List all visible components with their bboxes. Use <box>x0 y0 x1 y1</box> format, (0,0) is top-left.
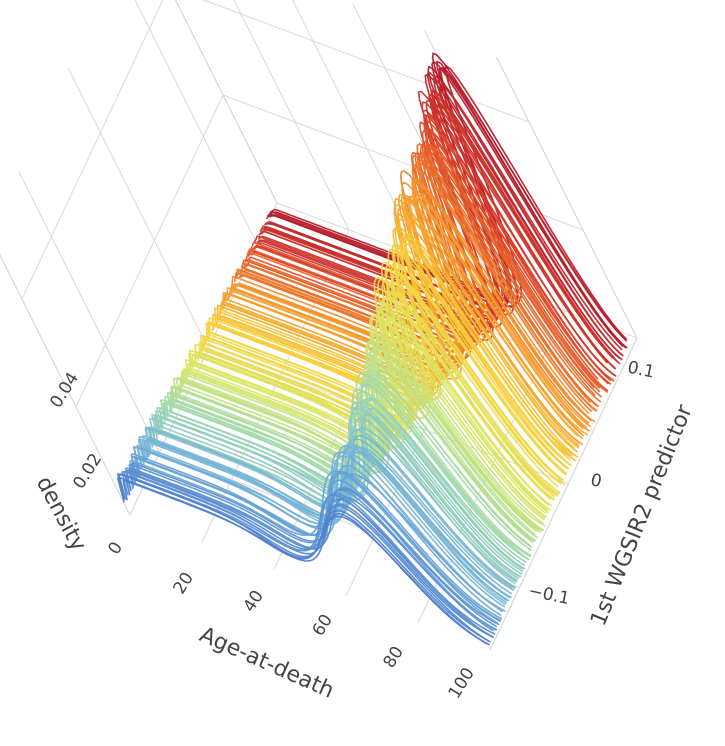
side-wall-gridline <box>67 67 209 349</box>
z-tick-label: 0 <box>104 538 127 558</box>
y-tick-label: 0 <box>589 470 604 492</box>
back-wall-gridline <box>233 0 350 231</box>
axis-edge <box>0 253 131 516</box>
density-curve <box>240 152 596 396</box>
floor-gridline <box>257 244 618 381</box>
x-tick-label: 40 <box>240 587 268 616</box>
density-curve <box>188 297 552 500</box>
back-wall-gridline <box>174 0 278 204</box>
axis-edge <box>174 0 278 204</box>
y-tick-label: −0.1 <box>527 581 572 609</box>
density-curves <box>116 52 628 646</box>
density-curve <box>239 151 600 408</box>
density-curve <box>129 460 499 624</box>
density-curve <box>233 164 593 413</box>
z-tick-label: 0.04 <box>46 369 83 412</box>
density-curve <box>181 335 545 525</box>
x-tick-label: 20 <box>170 569 198 598</box>
density-curve <box>128 464 498 628</box>
back-wall-gridline <box>291 0 422 258</box>
density-curve <box>136 444 506 608</box>
side-wall-gridline <box>134 0 258 245</box>
density-curve <box>144 428 513 590</box>
density-curve <box>130 455 501 623</box>
side-wall-gridline <box>75 94 224 408</box>
y-axis-title: 1st WGSIR2 predictor <box>586 401 698 630</box>
density-curve <box>124 467 494 632</box>
density-curve <box>212 236 571 457</box>
side-wall-gridline <box>18 171 160 453</box>
density-curve <box>132 446 503 612</box>
density-curve <box>123 471 495 639</box>
x-tick-label: 60 <box>309 611 337 640</box>
density-curve <box>265 60 624 347</box>
back-wall-gridline <box>202 0 530 123</box>
axis-edge <box>496 56 638 339</box>
side-wall-gridline <box>21 0 164 300</box>
density-curve <box>122 480 491 643</box>
density-curve <box>121 471 492 637</box>
density-curve <box>144 426 515 592</box>
density-curve <box>116 477 488 645</box>
density-curve <box>131 462 500 626</box>
y-tick-label: 0.1 <box>626 358 657 383</box>
x-tick-label: 80 <box>380 643 408 672</box>
density-curve <box>182 324 545 521</box>
x-tick-label: 100 <box>445 664 479 702</box>
density-curve <box>180 334 545 531</box>
axis-edge <box>489 337 638 651</box>
